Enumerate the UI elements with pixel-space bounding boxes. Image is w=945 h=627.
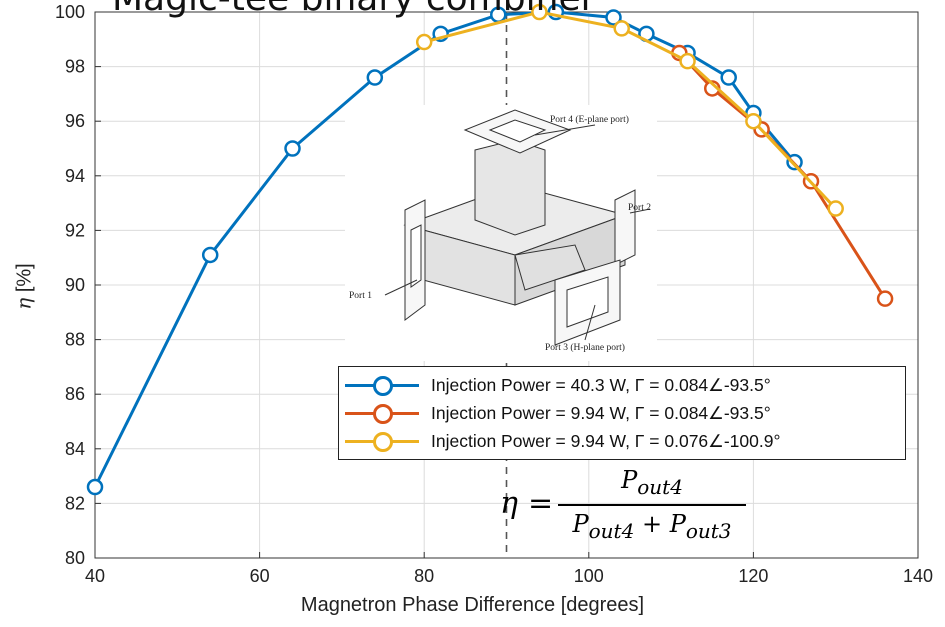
magic-tee-diagram: Port 4 (E-plane port) Port 2 Port 1 Port…: [345, 105, 657, 361]
port3-label: Port 3 (H-plane port): [545, 343, 625, 353]
formula-equals: =: [528, 486, 554, 521]
legend-swatch-series-2: [345, 400, 419, 426]
y-tick-label: 88: [65, 330, 85, 350]
formula-fraction-bar: [558, 504, 746, 506]
y-tick-label: 94: [65, 166, 85, 186]
efficiency-formula: η = Pout4 Pout4 + Pout3: [498, 466, 748, 556]
y-axis-label-symbol: η: [11, 297, 36, 310]
series-1-point: [86, 478, 104, 496]
series-1-point: [284, 140, 301, 157]
y-axis-label: η [%]: [12, 257, 37, 317]
y-tick-label: 82: [65, 493, 85, 513]
magic-tee-drawing: [384, 109, 651, 346]
x-tick-label: 140: [903, 566, 933, 586]
port4-label: Port 4 (E-plane port): [550, 115, 629, 125]
port1-opening: [410, 224, 422, 288]
legend-label: Injection Power = 9.94 W, Γ = 0.084∠-93.…: [431, 402, 771, 423]
port1-leader: [384, 279, 418, 296]
y-tick-label: 80: [65, 548, 85, 568]
y-tick-label: 96: [65, 111, 85, 131]
h-plane-arm: [514, 244, 586, 291]
series-1-point: [366, 69, 384, 86]
e-plane-arm: [474, 139, 546, 236]
legend-label: Injection Power = 40.3 W, Γ = 0.084∠-93.…: [431, 374, 771, 395]
x-tick-label: 60: [250, 566, 270, 586]
y-tick-label: 92: [65, 220, 85, 240]
series-3-point: [827, 200, 844, 217]
y-tick-label: 100: [55, 2, 85, 22]
y-tick-label: 86: [65, 384, 85, 404]
port3-opening: [566, 276, 609, 328]
x-tick-label: 120: [738, 566, 768, 586]
port2-label: Port 2: [628, 203, 651, 213]
port1-label: Port 1: [349, 291, 372, 301]
x-tick-label: 80: [414, 566, 434, 586]
y-tick-label: 84: [65, 439, 85, 459]
chart-title: Magic-tee binary combiner: [112, 0, 595, 19]
x-tick-label: 100: [574, 566, 604, 586]
legend-entry: Injection Power = 9.94 W, Γ = 0.084∠-93.…: [339, 399, 905, 427]
legend-entry: Injection Power = 40.3 W, Γ = 0.084∠-93.…: [339, 371, 905, 399]
legend-swatch-series-3: [345, 428, 419, 454]
y-tick-label: 90: [65, 275, 85, 295]
series-3-point: [613, 20, 630, 37]
port4-leader: [534, 124, 596, 136]
port2-flange: [614, 189, 636, 266]
port2-leader: [629, 208, 651, 214]
y-axis-label-unit: [%]: [13, 263, 36, 298]
series-1-point: [720, 69, 737, 86]
series-3-point: [679, 52, 696, 70]
formula-eta: η: [500, 486, 518, 521]
formula-numerator: Pout4: [621, 466, 683, 499]
port3-leader: [584, 304, 596, 341]
series-line-3: [423, 10, 837, 210]
series-3-point: [745, 112, 762, 130]
series-1-point: [605, 9, 622, 26]
legend: Injection Power = 40.3 W, Γ = 0.084∠-93.…: [338, 366, 906, 460]
x-tick-label: 40: [85, 566, 105, 586]
formula-denominator: Pout4 + Pout3: [572, 510, 732, 543]
series-1-point: [201, 246, 219, 264]
series-3-point: [531, 3, 548, 21]
port4-opening: [488, 119, 547, 143]
x-axis-label: Magnetron Phase Difference [degrees]: [300, 594, 645, 616]
legend-label: Injection Power = 9.94 W, Γ = 0.076∠-100…: [431, 430, 781, 451]
series-3-point: [415, 33, 433, 51]
y-tick-label: 98: [65, 57, 85, 77]
legend-swatch-series-1: [345, 372, 419, 398]
series-2-point: [876, 290, 894, 307]
legend-entry: Injection Power = 9.94 W, Γ = 0.076∠-100…: [339, 427, 905, 455]
